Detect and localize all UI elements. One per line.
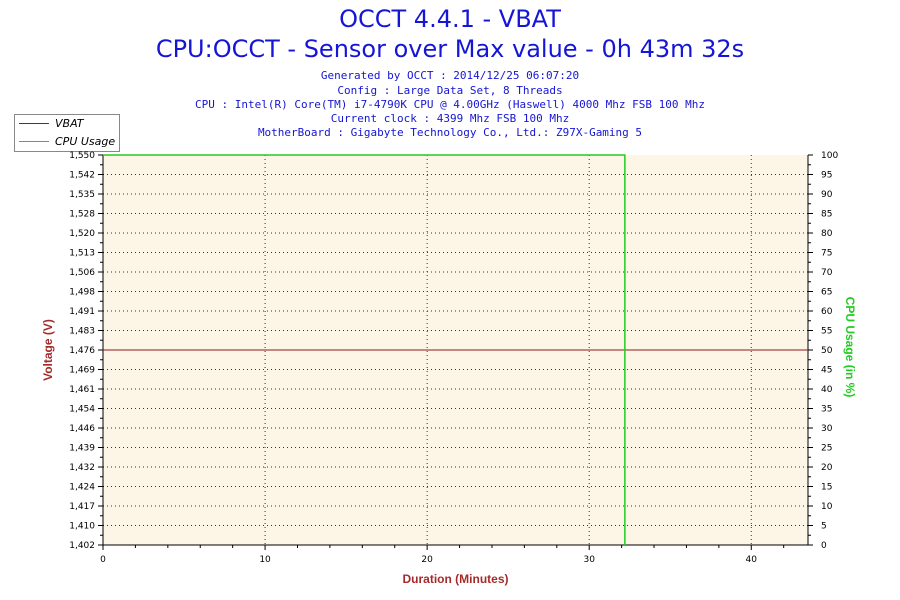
y-left-tick-label: 1,469 — [69, 366, 95, 376]
y-left-tick-label: 1,402 — [69, 541, 95, 551]
y-right-tick-label: 40 — [821, 385, 833, 395]
y-right-tick-label: 65 — [821, 288, 832, 298]
y-right-axis-label: CPU Usage (in %) — [843, 297, 857, 398]
x-tick-label: 30 — [583, 555, 595, 565]
y-left-axis-label: Voltage (V) — [41, 319, 55, 381]
info-motherboard: MotherBoard : Gigabyte Technology Co., L… — [257, 126, 643, 139]
y-left-tick-label: 1,535 — [69, 190, 95, 200]
y-right-tick-label: 55 — [821, 327, 832, 337]
y-right-tick-label: 50 — [821, 346, 833, 356]
y-right-tick-label: 20 — [821, 463, 833, 473]
y-right-tick-label: 95 — [821, 171, 832, 181]
info-config: Config : Large Data Set, 8 Threads — [337, 84, 563, 97]
y-left-tick-label: 1,520 — [69, 229, 95, 239]
y-left-tick-label: 1,410 — [69, 522, 95, 532]
y-right-tick-label: 30 — [821, 424, 833, 434]
info-cpu: CPU : Intel(R) Core(TM) i7-4790K CPU @ 4… — [195, 98, 705, 111]
legend-label-cpu-usage: CPU Usage — [55, 135, 116, 148]
y-left-tick-label: 1,491 — [69, 307, 95, 317]
info-generated: Generated by OCCT : 2014/12/25 06:07:20 — [320, 69, 580, 82]
y-left-tick-label: 1,483 — [69, 327, 95, 337]
y-left-tick-label: 1,417 — [69, 502, 95, 512]
y-right-tick-label: 80 — [821, 229, 833, 239]
x-tick-label: 20 — [421, 555, 433, 565]
chart-legend: VBAT CPU Usage — [14, 114, 120, 152]
legend-item-cpu-usage: CPU Usage — [15, 133, 119, 151]
y-right-tick-label: 5 — [821, 522, 827, 532]
y-right-tick-label: 15 — [821, 483, 832, 493]
y-left-tick-label: 1,461 — [69, 385, 95, 395]
legend-swatch-vbat — [19, 123, 49, 124]
y-right-tick-label: 25 — [821, 444, 832, 454]
y-left-tick-label: 1,476 — [69, 346, 95, 356]
info-clock: Current clock : 4399 Mhz FSB 100 Mhz — [330, 112, 570, 125]
y-left-tick-label: 1,542 — [69, 171, 95, 181]
y-right-tick-label: 10 — [821, 502, 833, 512]
y-left-tick-label: 1,513 — [69, 249, 95, 259]
y-left-tick-label: 1,454 — [69, 405, 95, 415]
y-left-tick-label: 1,550 — [69, 151, 95, 161]
y-left-tick-label: 1,446 — [69, 424, 95, 434]
y-right-tick-label: 0 — [821, 541, 827, 551]
legend-label-vbat: VBAT — [55, 117, 84, 130]
y-right-tick-label: 70 — [821, 268, 833, 278]
x-tick-label: 10 — [259, 555, 271, 565]
y-left-tick-label: 1,528 — [69, 210, 95, 220]
legend-swatch-cpu-usage — [19, 141, 49, 142]
y-left-tick-label: 1,424 — [69, 483, 95, 493]
y-left-tick-label: 1,506 — [69, 268, 95, 278]
y-left-tick-label: 1,432 — [69, 463, 95, 473]
x-tick-label: 40 — [746, 555, 758, 565]
y-left-tick-label: 1,498 — [69, 288, 95, 298]
x-axis-label: Duration (Minutes) — [403, 572, 509, 586]
y-right-tick-label: 85 — [821, 210, 832, 220]
series-line-cpu-usage — [103, 154, 626, 545]
y-right-tick-label: 45 — [821, 366, 832, 376]
y-right-tick-label: 90 — [821, 190, 833, 200]
y-right-tick-label: 60 — [821, 307, 833, 317]
y-right-tick-label: 35 — [821, 405, 832, 415]
chart-title: OCCT 4.4.1 - VBAT — [339, 5, 561, 33]
y-right-tick-label: 100 — [821, 151, 838, 161]
chart-subtitle: CPU:OCCT - Sensor over Max value - 0h 43… — [155, 35, 745, 63]
y-left-tick-label: 1,439 — [69, 444, 95, 454]
y-right-tick-label: 75 — [821, 249, 832, 259]
x-tick-label: 0 — [100, 555, 106, 565]
legend-item-vbat: VBAT — [15, 115, 119, 133]
